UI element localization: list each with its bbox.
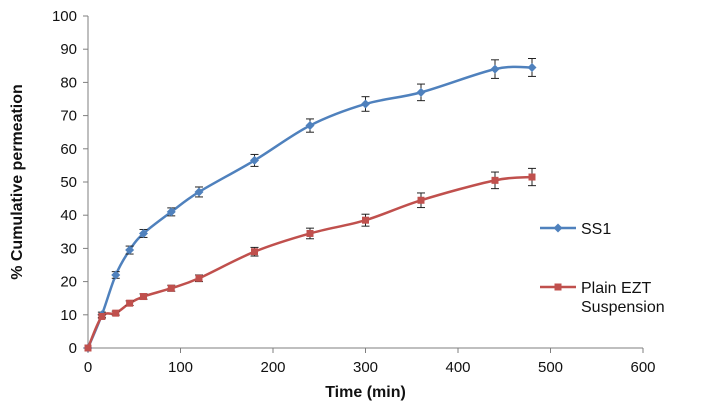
data-point bbox=[306, 229, 314, 237]
x-tick-label: 400 bbox=[445, 359, 470, 376]
x-tick-label: 100 bbox=[168, 359, 193, 376]
x-tick-label: 500 bbox=[538, 359, 563, 376]
data-point bbox=[362, 216, 369, 224]
chart-tick-labels: 0 10 20 30 40 50 60 70 80 90 100 0 100 200 300 400 500 60… bbox=[52, 8, 656, 376]
data-point bbox=[250, 155, 259, 165]
chart-axes bbox=[83, 15, 644, 353]
data-point bbox=[195, 274, 203, 282]
data-point bbox=[528, 173, 536, 181]
x-tick-label: 600 bbox=[630, 359, 655, 376]
y-tick-label: 0 bbox=[69, 340, 77, 357]
y-tick-label: 90 bbox=[60, 41, 77, 58]
series-line bbox=[86, 175, 533, 349]
data-point bbox=[361, 99, 370, 109]
data-point bbox=[417, 196, 425, 204]
x-tick-label: 300 bbox=[353, 359, 378, 376]
data-point bbox=[84, 344, 92, 352]
series-2 bbox=[84, 167, 536, 352]
data-point bbox=[527, 62, 537, 72]
legend-entry-2: Plain EZT Suspension bbox=[540, 280, 665, 316]
chart-legend: SS1 Plain EZT Suspension bbox=[540, 221, 665, 316]
y-tick-label: 20 bbox=[60, 274, 77, 291]
x-tick-label: 0 bbox=[84, 359, 92, 376]
data-point bbox=[167, 284, 175, 292]
data-point bbox=[416, 87, 426, 97]
data-point bbox=[490, 64, 500, 74]
x-tick-label: 200 bbox=[260, 359, 285, 376]
y-tick-label: 100 bbox=[52, 8, 77, 25]
legend-entry-1: SS1 bbox=[540, 221, 611, 238]
legend-label: SS1 bbox=[581, 221, 611, 238]
data-point bbox=[139, 228, 148, 238]
data-point bbox=[305, 121, 315, 131]
data-point bbox=[251, 248, 258, 256]
data-point bbox=[112, 309, 120, 317]
chart-series bbox=[83, 57, 537, 353]
legend-marker bbox=[554, 283, 562, 291]
data-point bbox=[98, 312, 106, 320]
data-point bbox=[126, 299, 134, 307]
legend-marker bbox=[553, 223, 563, 233]
data-point bbox=[491, 176, 499, 184]
data-point bbox=[111, 270, 121, 280]
y-tick-label: 50 bbox=[60, 174, 77, 191]
data-point bbox=[125, 245, 135, 255]
y-tick-label: 70 bbox=[60, 108, 77, 125]
y-tick-label: 10 bbox=[60, 307, 77, 324]
x-axis-label: Time (min) bbox=[325, 384, 406, 401]
y-tick-label: 30 bbox=[60, 240, 77, 257]
y-tick-label: 40 bbox=[60, 207, 77, 224]
series-1 bbox=[83, 57, 537, 353]
legend-label: Plain EZT Suspension bbox=[581, 280, 665, 316]
y-axis-label: % Cumulative permeation bbox=[9, 84, 26, 280]
series-line bbox=[86, 65, 533, 349]
data-point bbox=[166, 207, 176, 217]
y-tick-label: 60 bbox=[60, 141, 77, 158]
y-tick-label: 80 bbox=[60, 74, 77, 91]
data-point bbox=[140, 293, 147, 301]
data-point bbox=[194, 187, 204, 197]
